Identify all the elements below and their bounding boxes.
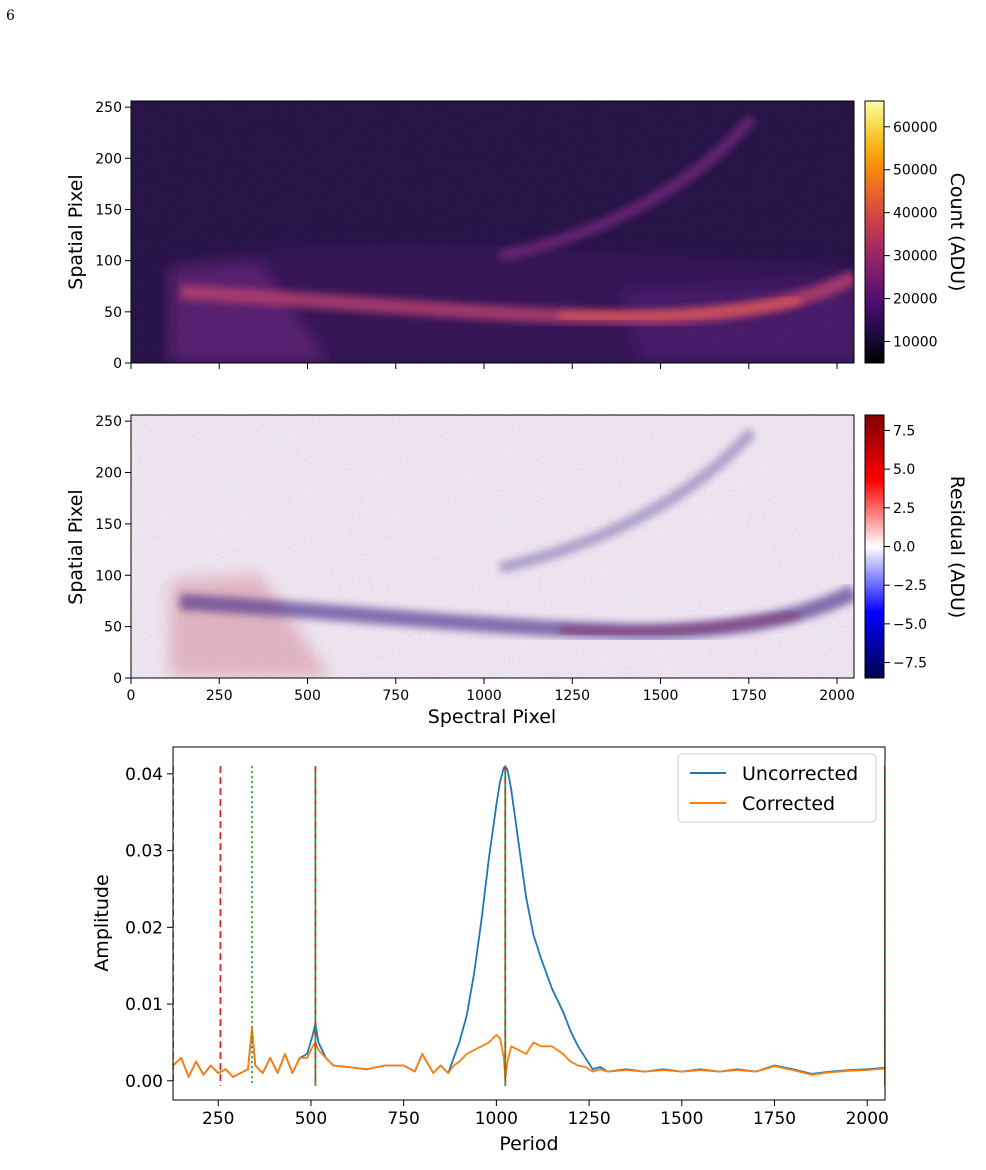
- y-tick-label: 0: [113, 671, 122, 687]
- y-tick-label: 150: [95, 517, 122, 533]
- periodogram-plot-area: [173, 765, 885, 1086]
- x-tick-label: 250: [206, 688, 233, 704]
- legend-corrected-label: Corrected: [742, 793, 835, 815]
- y-tick-label: 0.00: [125, 1072, 163, 1092]
- y-tick-label: 50: [104, 305, 122, 321]
- x-tick-label: 2000: [846, 1109, 889, 1129]
- x-tick-label: 750: [387, 1109, 419, 1129]
- count-colorbar-label: Count (ADU): [946, 173, 968, 292]
- x-tick-label: 500: [294, 688, 321, 704]
- residual-y-label: Spatial Pixel: [65, 489, 87, 604]
- y-tick-label: 250: [95, 100, 122, 116]
- colorbar-tick-label: 50000: [893, 163, 938, 179]
- x-tick-label: 250: [202, 1109, 234, 1129]
- x-tick-label: 1000: [475, 1109, 518, 1129]
- raw-frame-y-label: Spatial Pixel: [65, 174, 87, 289]
- residual-colorbar-ticks: −7.5 −5.0 −2.5 0.0 2.5 5.0 7.5: [884, 423, 927, 672]
- periodogram-axis-ticks: 250 500 750 1000 1250 1500 1750 2000 0.00 0.01 0.0…: [125, 765, 889, 1129]
- y-tick-label: 100: [95, 568, 122, 584]
- residual-arc-lower-core: [559, 610, 801, 636]
- colorbar-tick-label: 60000: [893, 120, 938, 136]
- colorbar-tick-label: 40000: [893, 206, 938, 222]
- x-tick-label: 1250: [554, 688, 590, 704]
- x-tick-label: 1750: [731, 688, 767, 704]
- y-tick-label: 0: [113, 356, 122, 372]
- x-tick-label: 0: [127, 688, 136, 704]
- colorbar-tick-label: 20000: [893, 292, 938, 308]
- x-tick-label: 750: [382, 688, 409, 704]
- colorbar-tick-label: 5.0: [893, 462, 915, 478]
- raw-frame-image: [131, 101, 854, 363]
- residual-arc-upper: [498, 428, 757, 574]
- x-tick-label: 1000: [466, 688, 502, 704]
- residual-panel: 0 250 500 750 1000 1250 1500 1750 2000 0 50 100 150 2…: [65, 414, 968, 728]
- page-number: 6: [6, 8, 15, 24]
- residual-colorbar: [864, 414, 885, 679]
- colorbar-tick-label: 30000: [893, 249, 938, 265]
- y-tick-label: 0.03: [125, 842, 163, 862]
- colorbar-tick-label: 0.0: [893, 540, 915, 556]
- y-tick-label: 100: [95, 254, 122, 270]
- colorbar-tick-label: −7.5: [893, 656, 927, 672]
- count-colorbar: [864, 100, 885, 364]
- residual-image: [131, 415, 854, 678]
- y-tick-label: 200: [95, 151, 122, 167]
- x-tick-label: 1750: [753, 1109, 796, 1129]
- residual-colorbar-label: Residual (ADU): [946, 476, 968, 619]
- y-tick-label: 150: [95, 202, 122, 218]
- x-tick-label: 500: [295, 1109, 327, 1129]
- y-tick-label: 250: [95, 414, 122, 430]
- colorbar-tick-label: 10000: [893, 335, 938, 351]
- x-tick-label: 2000: [819, 688, 855, 704]
- periodogram-panel: 250 500 750 1000 1250 1500 1750 2000 0.00 0.01 0.0…: [91, 746, 889, 1155]
- x-tick-label: 1500: [660, 1109, 703, 1129]
- periodogram-x-label: Period: [499, 1133, 558, 1155]
- raw-frame-axis-ticks: 0 50 100 150 200 250: [95, 100, 838, 372]
- x-tick-label: 1250: [567, 1109, 610, 1129]
- periodogram-y-label: Amplitude: [91, 874, 113, 971]
- colorbar-tick-label: 2.5: [893, 501, 915, 517]
- y-tick-label: 0.04: [125, 765, 163, 785]
- raw-frame-panel: 0 50 100 150 200 250 Spatial Pixel 10000 20000…: [65, 100, 968, 372]
- legend-uncorrected-label: Uncorrected: [742, 763, 858, 785]
- count-colorbar-ticks: 10000 20000 30000 40000 50000 60000: [884, 120, 938, 351]
- y-tick-label: 0.02: [125, 918, 163, 938]
- y-tick-label: 50: [104, 620, 122, 636]
- series-line-corrected: [173, 1026, 885, 1080]
- residual-x-label: Spectral Pixel: [428, 706, 556, 728]
- colorbar-tick-label: 7.5: [893, 423, 915, 439]
- colorbar-tick-label: −5.0: [893, 617, 927, 633]
- legend-box: [677, 753, 877, 823]
- x-tick-label: 1500: [643, 688, 679, 704]
- legend: Uncorrected Corrected: [677, 753, 877, 823]
- y-tick-label: 200: [95, 466, 122, 482]
- residual-axis-ticks: 0 250 500 750 1000 1250 1500 1750 2000 0 50 100 150 2…: [95, 414, 855, 704]
- colorbar-tick-label: −2.5: [893, 578, 927, 594]
- y-tick-label: 0.01: [125, 995, 163, 1015]
